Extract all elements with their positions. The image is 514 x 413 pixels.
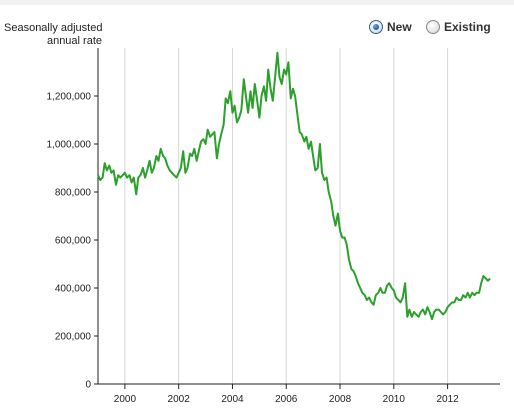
existing-toggle[interactable]: Existing <box>426 20 491 34</box>
y-tick-label: 1,200,000 <box>47 92 92 103</box>
x-tick-label: 2002 <box>168 394 191 405</box>
y-tick-label: 600,000 <box>55 236 92 247</box>
x-tick-label: 2006 <box>275 394 298 405</box>
y-axis-unit-line-2: annual rate <box>46 35 102 47</box>
y-tick-label: 200,000 <box>55 332 92 343</box>
y-tick-label: 800,000 <box>55 188 92 199</box>
new-radio[interactable] <box>369 20 383 34</box>
existing-radio[interactable] <box>426 20 440 34</box>
existing-label: Existing <box>444 20 491 34</box>
x-tick-label: 2012 <box>436 394 459 405</box>
y-tick-label: 400,000 <box>55 284 92 295</box>
x-tick-label: 2008 <box>329 394 352 405</box>
top-border <box>0 0 514 5</box>
new-toggle[interactable]: New <box>369 20 412 34</box>
y-axis-unit-line-1: Seasonally adjusted <box>4 22 103 34</box>
x-tick-label: 2004 <box>221 394 244 405</box>
y-axis-unit-label: Seasonally adjusted annual rate <box>4 22 102 48</box>
x-tick-label: 2000 <box>114 394 137 405</box>
series-line-0 <box>97 51 491 321</box>
y-tick-label: 0 <box>85 380 91 391</box>
x-tick-label: 2010 <box>383 394 406 405</box>
y-tick-label: 1,000,000 <box>47 140 92 151</box>
new-label: New <box>387 20 412 34</box>
